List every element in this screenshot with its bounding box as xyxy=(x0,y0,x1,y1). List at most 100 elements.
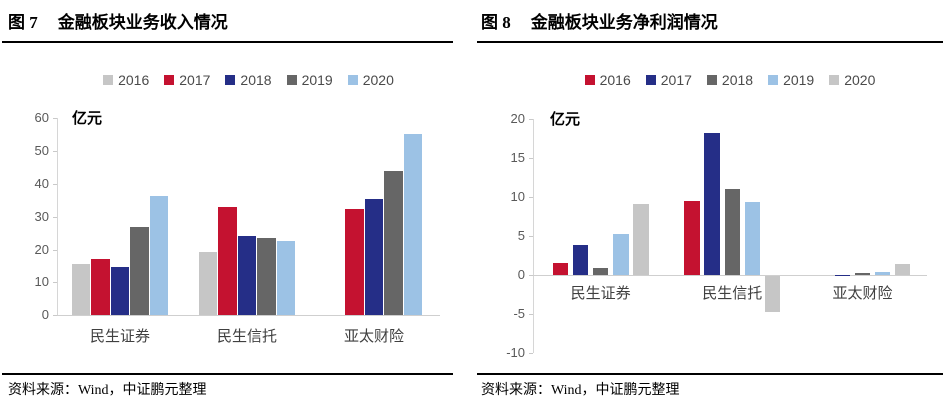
bar-2019-民生信托 xyxy=(257,238,276,316)
chart0-y-axis xyxy=(57,118,58,316)
chart0-tick-60 xyxy=(53,118,57,120)
bar-2019-民生证券 xyxy=(613,233,629,276)
chart0-tick-30 xyxy=(53,216,57,218)
legend-swatch-2018 xyxy=(225,75,236,85)
legend-swatch-2019 xyxy=(286,75,297,85)
bar-2019-民生证券 xyxy=(130,226,149,316)
bar-2020-民生信托 xyxy=(276,241,296,316)
legend-item-2019: 2019 xyxy=(286,72,333,88)
legend-item-2017: 2017 xyxy=(164,72,210,88)
bar-2018-民生证券 xyxy=(592,268,609,276)
figure8-title: 图 8 金融板块业务净利润情况 xyxy=(481,8,718,33)
legend-label-2016: 2016 xyxy=(599,72,631,88)
legend-item-2016: 2016 xyxy=(103,72,149,88)
bar-2020-民生证券 xyxy=(633,203,649,276)
chart1-ytick-0: 0 xyxy=(517,267,525,283)
chart1-tick-10 xyxy=(529,197,533,199)
bar-2020-亚太财险 xyxy=(894,263,911,276)
legend-label-2018: 2018 xyxy=(721,72,754,88)
legend-label-2018: 2018 xyxy=(240,72,272,88)
bar-2017-民生信托 xyxy=(218,206,237,316)
legend-swatch-2020 xyxy=(347,75,358,85)
chart0-ytick-20: 20 xyxy=(34,241,49,257)
bar-2018-民生证券 xyxy=(110,267,130,316)
chart1-y-axis xyxy=(533,119,534,354)
bar-2020-民生证券 xyxy=(149,196,169,316)
bar-2016-民生证券 xyxy=(552,262,569,276)
legend-swatch-2017 xyxy=(164,75,175,85)
legend-label-2020: 2020 xyxy=(362,72,394,88)
chart0-unit-label: 亿元 xyxy=(72,110,103,127)
legend-item-2017: 2017 xyxy=(645,72,692,88)
legend-item-2019: 2019 xyxy=(768,72,814,88)
legend-item-2018: 2018 xyxy=(706,72,754,88)
bar-2018-民生信托 xyxy=(724,188,741,276)
bar-2017-亚太财险 xyxy=(345,209,364,316)
bar-2020-亚太财险 xyxy=(403,133,423,316)
chart0-legend: 2016 2017 2018 2019 2020 xyxy=(57,72,440,88)
chart0-category-民生信托: 民生信托 xyxy=(216,328,277,345)
bar-2018-亚太财险 xyxy=(854,272,871,276)
chart0-ytick-30: 30 xyxy=(34,208,49,224)
legend-label-2019: 2019 xyxy=(783,72,815,88)
figure8-title-rule xyxy=(477,41,943,43)
figure7-title-text: 金融板块业务收入情况 xyxy=(57,13,228,32)
bar-2019-民生信托 xyxy=(744,201,761,276)
chart0-baseline xyxy=(57,315,440,317)
chart0-ytick-0: 0 xyxy=(41,307,49,323)
chart1-tick--5 xyxy=(529,314,533,316)
legend-item-2020: 2020 xyxy=(347,72,394,88)
legend-label-2019: 2019 xyxy=(301,72,333,88)
chart1-category-民生信托: 民生信托 xyxy=(702,285,763,302)
bar-2020-民生信托 xyxy=(764,276,781,313)
legend-swatch-2019 xyxy=(768,75,779,85)
chart0-ytick-10: 10 xyxy=(34,274,49,290)
chart1-ytick--10: -10 xyxy=(506,345,525,361)
chart1-category-亚太财险: 亚太财险 xyxy=(832,285,893,302)
legend-label-2020: 2020 xyxy=(844,72,876,88)
bar-2016-民生证券 xyxy=(71,264,91,316)
chart1-ytick--5: -5 xyxy=(513,306,525,322)
chart1-tick-5 xyxy=(529,236,533,238)
chart0-tick-10 xyxy=(53,282,57,284)
chart0-ytick-60: 60 xyxy=(34,110,49,126)
bar-2016-民生信托 xyxy=(684,201,700,276)
bar-2018-民生信托 xyxy=(237,236,257,316)
bar-2017-民生信托 xyxy=(704,133,720,276)
chart1-tick-20 xyxy=(529,119,533,121)
chart1-ytick-10: 10 xyxy=(510,189,525,205)
bar-2017-亚太财险 xyxy=(834,274,851,276)
figure7-source: 资料来源：Wind，中证鹏元整理 xyxy=(8,383,207,398)
legend-label-2017: 2017 xyxy=(179,72,211,88)
chart0-category-亚太财险: 亚太财险 xyxy=(343,328,404,345)
chart0-tick-40 xyxy=(53,183,57,185)
bar-2016-民生信托 xyxy=(198,251,218,316)
legend-swatch-2016 xyxy=(103,75,114,85)
chart0-tick-50 xyxy=(53,151,57,153)
chart0-tick-0 xyxy=(53,315,57,317)
chart1-tick--10 xyxy=(529,353,533,355)
legend-label-2017: 2017 xyxy=(660,72,692,88)
chart1-unit-label: 亿元 xyxy=(550,111,581,128)
legend-swatch-2016 xyxy=(584,75,595,85)
chart0-ytick-40: 40 xyxy=(34,175,49,191)
bar-2017-民生证券 xyxy=(91,258,110,316)
chart1-ytick-5: 5 xyxy=(517,228,525,244)
chart1-legend: 2016 2017 2018 2019 2020 xyxy=(533,72,927,88)
figure7-title-rule xyxy=(2,41,453,43)
figure8-title-number: 图 8 xyxy=(481,13,511,32)
figure7-title: 图 7 金融板块业务收入情况 xyxy=(8,8,228,33)
chart1-tick-0 xyxy=(529,275,533,277)
chart1-ytick-15: 15 xyxy=(510,150,525,166)
chart1-baseline xyxy=(533,275,927,277)
figure7-bottom-rule xyxy=(2,373,453,375)
chart1-ytick-20: 20 xyxy=(510,111,525,127)
chart0-ytick-50: 50 xyxy=(34,143,49,159)
chart0-category-民生证券: 民生证券 xyxy=(89,328,150,345)
legend-label-2016: 2016 xyxy=(118,72,150,88)
chart0-tick-20 xyxy=(53,249,57,251)
legend-item-2020: 2020 xyxy=(829,72,875,88)
legend-item-2018: 2018 xyxy=(225,72,272,88)
bar-2019-亚太财险 xyxy=(384,170,403,316)
